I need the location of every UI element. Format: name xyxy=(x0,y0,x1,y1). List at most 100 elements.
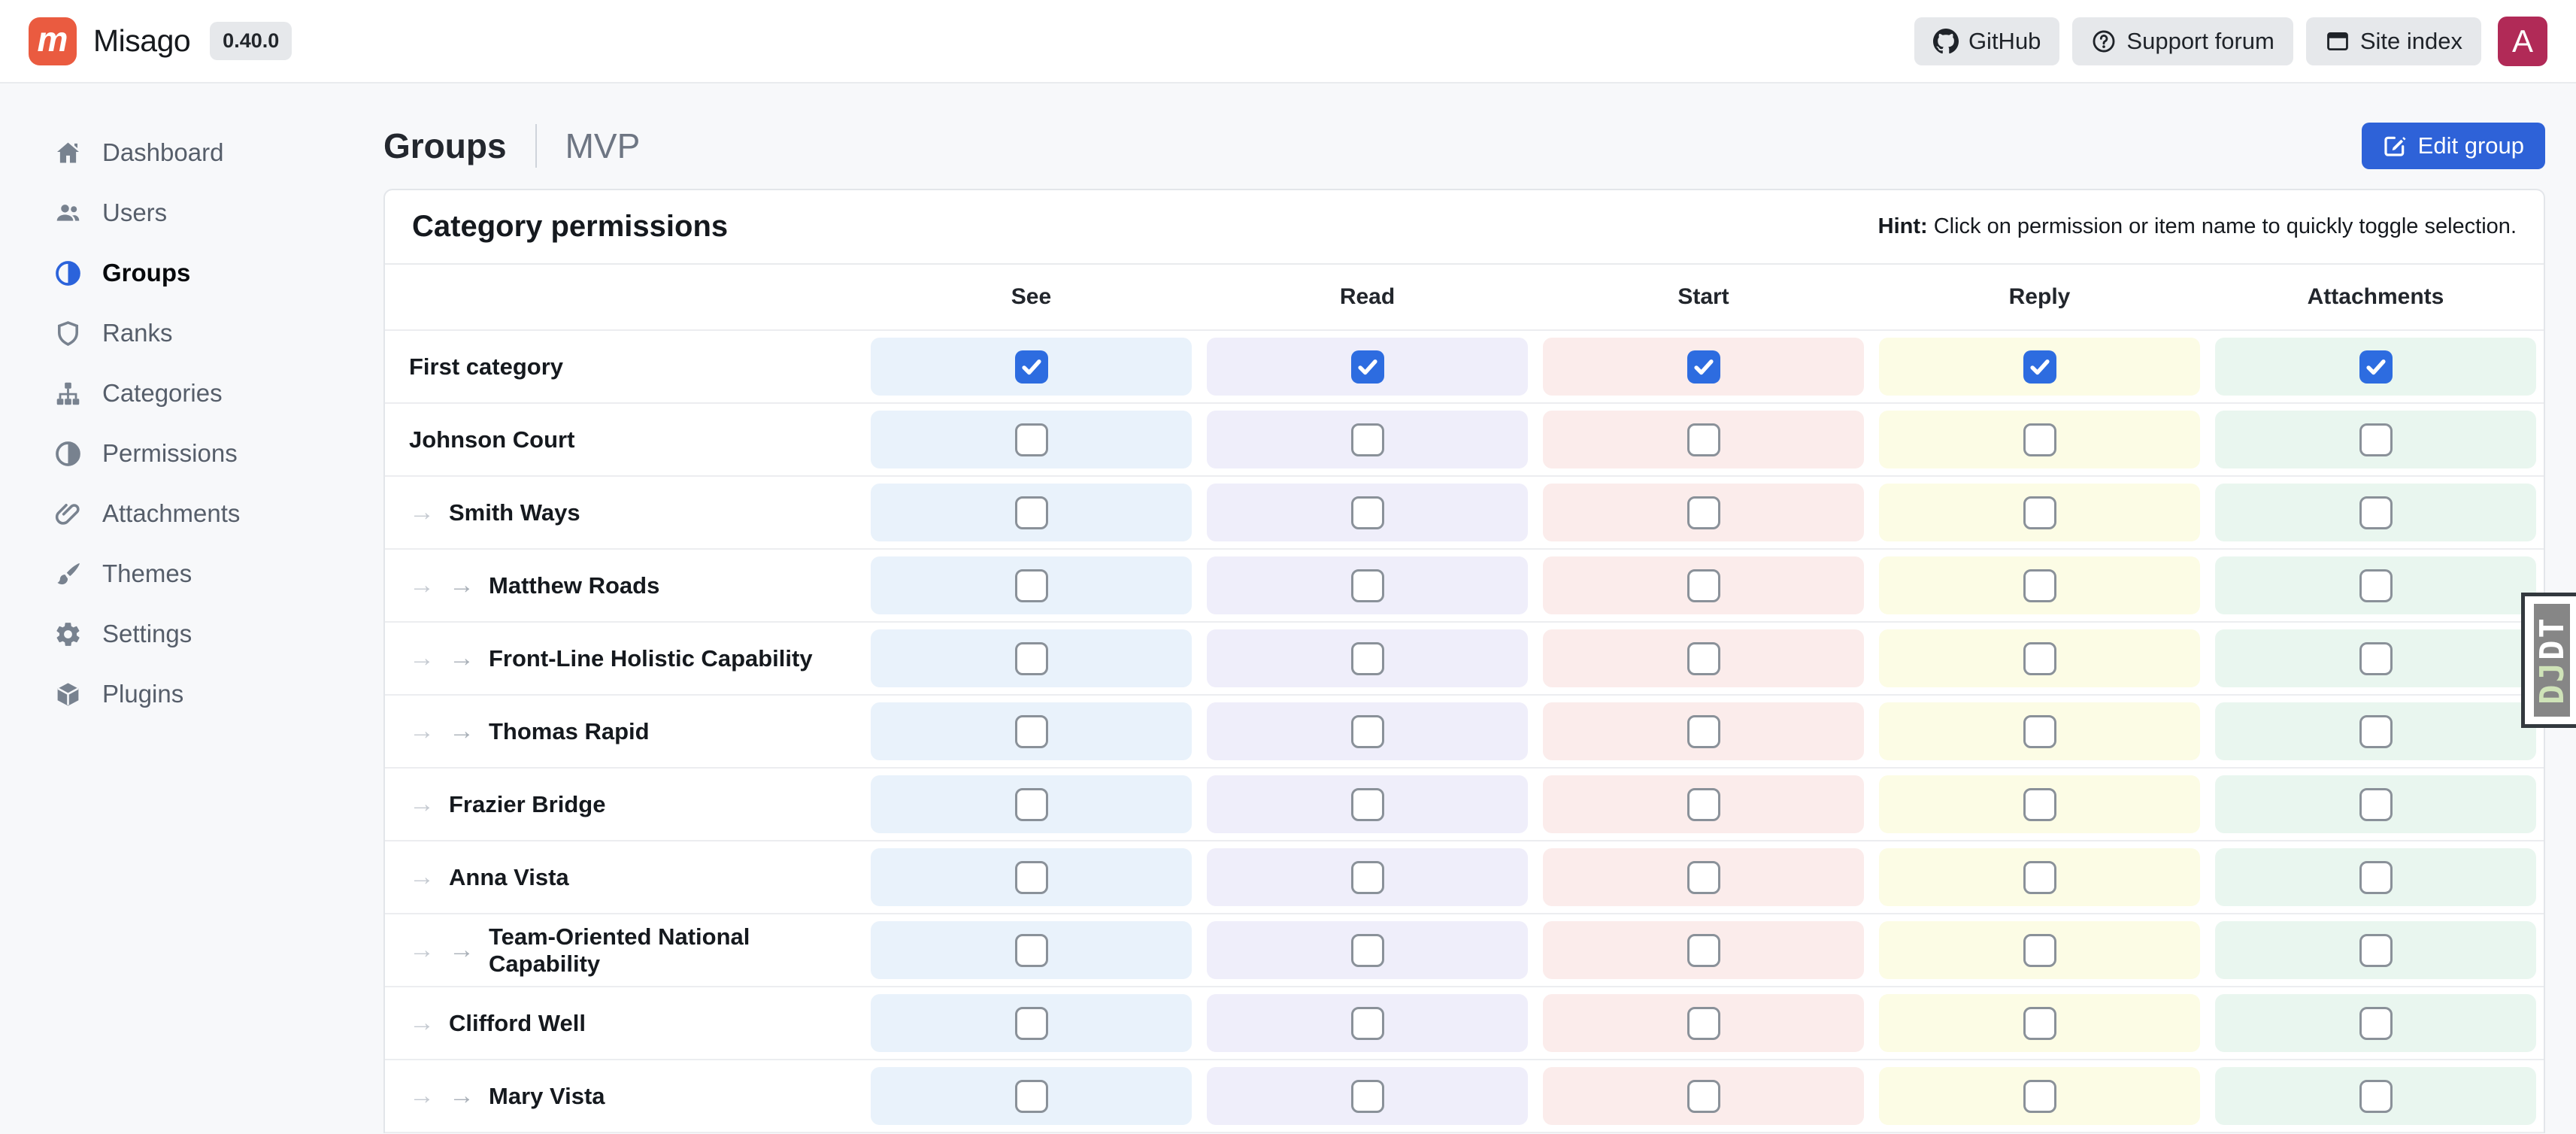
permission-toggle-see[interactable] xyxy=(871,556,1192,614)
permission-checkbox-see[interactable] xyxy=(1014,1079,1048,1113)
column-header-attachments[interactable]: Attachments xyxy=(2307,284,2444,309)
permission-toggle-reply[interactable] xyxy=(1879,994,2200,1052)
permission-toggle-read[interactable] xyxy=(1207,411,1528,468)
permission-checkbox-start[interactable] xyxy=(1687,787,1720,821)
permission-checkbox-read[interactable] xyxy=(1350,423,1384,456)
permission-checkbox-reply[interactable] xyxy=(2023,641,2056,675)
navbar-button-support-forum[interactable]: Support forum xyxy=(2072,17,2293,65)
permission-toggle-start[interactable] xyxy=(1543,702,1864,760)
permission-checkbox-see[interactable] xyxy=(1014,860,1048,894)
breadcrumb-groups[interactable]: Groups xyxy=(383,126,507,165)
sidebar-item-users[interactable]: Users xyxy=(54,183,383,243)
permission-toggle-read[interactable] xyxy=(1207,338,1528,396)
category-name-cell[interactable]: → → Front-Line Holistic Capability xyxy=(385,623,863,694)
permission-toggle-attachments[interactable] xyxy=(2215,848,2536,906)
permission-toggle-attachments[interactable] xyxy=(2215,484,2536,541)
permission-toggle-see[interactable] xyxy=(871,629,1192,687)
category-name-cell[interactable]: → Smith Ways xyxy=(385,477,863,548)
permission-toggle-attachments[interactable] xyxy=(2215,411,2536,468)
permission-toggle-reply[interactable] xyxy=(1879,702,2200,760)
permission-checkbox-reply[interactable] xyxy=(2023,787,2056,821)
sidebar-item-groups[interactable]: Groups xyxy=(54,243,383,303)
permission-checkbox-see[interactable] xyxy=(1014,787,1048,821)
permission-checkbox-start[interactable] xyxy=(1687,933,1720,967)
permission-checkbox-start[interactable] xyxy=(1687,423,1720,456)
permission-toggle-read[interactable] xyxy=(1207,1067,1528,1125)
permission-checkbox-read[interactable] xyxy=(1350,714,1384,748)
permission-toggle-attachments[interactable] xyxy=(2215,775,2536,833)
permission-checkbox-reply[interactable] xyxy=(2023,496,2056,529)
category-name-cell[interactable]: → Anna Vista xyxy=(385,841,863,913)
permission-checkbox-see[interactable] xyxy=(1014,423,1048,456)
permission-toggle-attachments[interactable] xyxy=(2215,994,2536,1052)
permission-toggle-attachments[interactable] xyxy=(2215,338,2536,396)
permission-checkbox-attachments[interactable] xyxy=(2359,787,2393,821)
permission-toggle-start[interactable] xyxy=(1543,629,1864,687)
permission-toggle-reply[interactable] xyxy=(1879,921,2200,979)
column-header-reply[interactable]: Reply xyxy=(2008,284,2071,309)
permission-checkbox-reply[interactable] xyxy=(2023,569,2056,602)
permission-checkbox-see[interactable] xyxy=(1014,350,1048,384)
permission-checkbox-start[interactable] xyxy=(1687,350,1720,384)
permission-toggle-start[interactable] xyxy=(1543,556,1864,614)
permission-checkbox-see[interactable] xyxy=(1014,569,1048,602)
permission-toggle-reply[interactable] xyxy=(1879,338,2200,396)
permission-toggle-read[interactable] xyxy=(1207,629,1528,687)
permission-checkbox-read[interactable] xyxy=(1350,860,1384,894)
permission-toggle-see[interactable] xyxy=(871,484,1192,541)
permission-checkbox-attachments[interactable] xyxy=(2359,1006,2393,1040)
permission-checkbox-read[interactable] xyxy=(1350,569,1384,602)
permission-toggle-reply[interactable] xyxy=(1879,848,2200,906)
permission-toggle-read[interactable] xyxy=(1207,484,1528,541)
permission-checkbox-read[interactable] xyxy=(1350,933,1384,967)
sidebar-item-plugins[interactable]: Plugins xyxy=(54,664,383,724)
permission-checkbox-start[interactable] xyxy=(1687,1079,1720,1113)
permission-checkbox-see[interactable] xyxy=(1014,933,1048,967)
permission-toggle-read[interactable] xyxy=(1207,921,1528,979)
permission-toggle-see[interactable] xyxy=(871,1067,1192,1125)
permission-toggle-reply[interactable] xyxy=(1879,775,2200,833)
permission-checkbox-reply[interactable] xyxy=(2023,933,2056,967)
permission-toggle-read[interactable] xyxy=(1207,702,1528,760)
permission-checkbox-see[interactable] xyxy=(1014,714,1048,748)
permission-checkbox-start[interactable] xyxy=(1687,496,1720,529)
permission-checkbox-read[interactable] xyxy=(1350,1079,1384,1113)
permission-checkbox-attachments[interactable] xyxy=(2359,714,2393,748)
permission-checkbox-attachments[interactable] xyxy=(2359,641,2393,675)
permission-checkbox-start[interactable] xyxy=(1687,860,1720,894)
permission-toggle-attachments[interactable] xyxy=(2215,702,2536,760)
permission-checkbox-start[interactable] xyxy=(1687,714,1720,748)
avatar[interactable]: A xyxy=(2498,16,2547,66)
permission-checkbox-start[interactable] xyxy=(1687,641,1720,675)
permission-checkbox-reply[interactable] xyxy=(2023,350,2056,384)
edit-group-button[interactable]: Edit group xyxy=(2361,123,2545,169)
column-header-see[interactable]: See xyxy=(1011,284,1052,309)
debug-toolbar-handle[interactable]: DJDT xyxy=(2521,593,2576,728)
permission-checkbox-read[interactable] xyxy=(1350,496,1384,529)
permission-toggle-start[interactable] xyxy=(1543,775,1864,833)
category-name-cell[interactable]: → → Team-Oriented National Capability xyxy=(385,914,863,986)
navbar-button-github[interactable]: GitHub xyxy=(1914,17,2060,65)
permission-checkbox-read[interactable] xyxy=(1350,787,1384,821)
permission-toggle-start[interactable] xyxy=(1543,994,1864,1052)
sidebar-item-themes[interactable]: Themes xyxy=(54,544,383,604)
permission-checkbox-see[interactable] xyxy=(1014,496,1048,529)
permission-checkbox-reply[interactable] xyxy=(2023,1006,2056,1040)
permission-toggle-start[interactable] xyxy=(1543,1067,1864,1125)
sidebar-item-settings[interactable]: Settings xyxy=(54,604,383,664)
category-name-cell[interactable]: First category xyxy=(385,331,863,402)
category-name-cell[interactable]: → Frazier Bridge xyxy=(385,769,863,840)
sidebar-item-permissions[interactable]: Permissions xyxy=(54,423,383,484)
permission-toggle-start[interactable] xyxy=(1543,921,1864,979)
permission-checkbox-attachments[interactable] xyxy=(2359,933,2393,967)
permission-toggle-start[interactable] xyxy=(1543,484,1864,541)
permission-checkbox-see[interactable] xyxy=(1014,1006,1048,1040)
brand-link[interactable]: m Misago xyxy=(29,17,191,65)
permission-toggle-read[interactable] xyxy=(1207,848,1528,906)
category-name-cell[interactable]: → → Matthew Roads xyxy=(385,550,863,621)
permission-checkbox-see[interactable] xyxy=(1014,641,1048,675)
permission-toggle-attachments[interactable] xyxy=(2215,1067,2536,1125)
permission-checkbox-read[interactable] xyxy=(1350,350,1384,384)
permission-toggle-see[interactable] xyxy=(871,921,1192,979)
permission-checkbox-attachments[interactable] xyxy=(2359,350,2393,384)
